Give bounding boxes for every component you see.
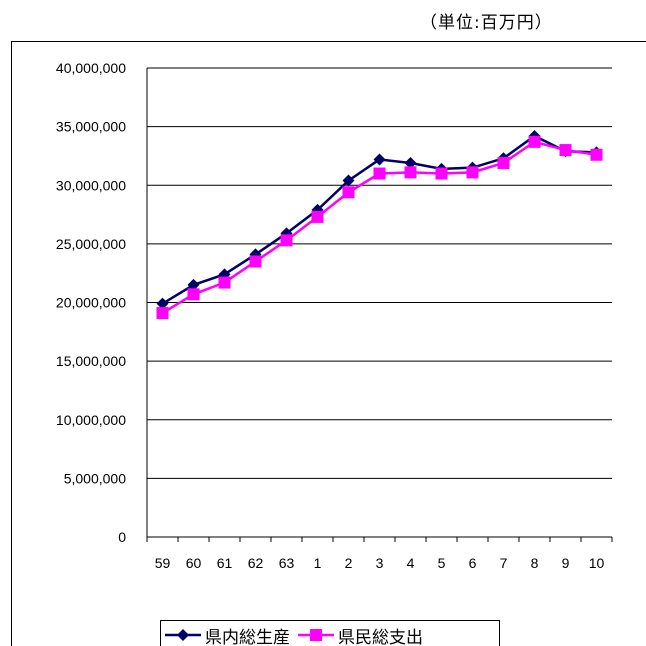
- unit-label: （単位:百万円）: [420, 13, 553, 33]
- series: [156, 130, 603, 320]
- x-tick-label: 5: [438, 555, 446, 571]
- y-tick-label: 25,000,000: [56, 236, 126, 252]
- data-point-series-1: [156, 297, 169, 310]
- data-point-series-2: [342, 186, 355, 199]
- y-tick-label: 0: [118, 529, 126, 545]
- data-point-series-1: [404, 156, 417, 169]
- x-tick-label: 1: [314, 555, 322, 571]
- data-point-series-2: [249, 255, 262, 268]
- x-tick-label: 2: [345, 555, 353, 571]
- x-tick-label: 10: [589, 555, 605, 571]
- x-tick-label: 8: [531, 555, 539, 571]
- x-tick-label: 63: [279, 555, 295, 571]
- y-tick-label: 20,000,000: [56, 295, 126, 311]
- data-point-series-2: [528, 135, 541, 148]
- y-tick-label: 15,000,000: [56, 353, 126, 369]
- chart-frame: [11, 41, 646, 646]
- x-tick-label: 3: [376, 555, 384, 571]
- x-tick-label: 6: [469, 555, 477, 571]
- y-tick-label: 40,000,000: [56, 60, 126, 76]
- x-tick-label: 59: [155, 555, 171, 571]
- data-point-series-2: [311, 210, 324, 223]
- data-point-series-2: [404, 166, 417, 179]
- data-point-series-2: [497, 156, 510, 169]
- x-tick-label: 61: [217, 555, 233, 571]
- legend-label-series-2: 県民総支出: [338, 627, 423, 646]
- diamond-marker-icon: [165, 629, 201, 641]
- y-tick-label: 10,000,000: [56, 412, 126, 428]
- y-tick-labels: 0 5,000,000 10,000,000 15,000,000 20,000,000…: [56, 60, 126, 545]
- y-tick-label: 30,000,000: [56, 177, 126, 193]
- data-point-series-2: [590, 148, 603, 161]
- data-point-series-2: [435, 167, 448, 180]
- data-point-series-2: [218, 276, 231, 289]
- legend-item-series-2: 県民総支出: [298, 623, 423, 646]
- x-tick-label: 60: [186, 555, 202, 571]
- data-point-series-2: [280, 234, 293, 247]
- data-point-series-1: [373, 153, 386, 166]
- axes: [146, 68, 613, 542]
- x-tick-label: 4: [407, 555, 415, 571]
- square-marker-icon: [298, 629, 334, 641]
- y-tick-label: 5,000,000: [64, 470, 126, 486]
- data-point-series-2: [156, 307, 169, 320]
- data-point-series-2: [559, 144, 572, 157]
- legend-label-series-1: 県内総生産: [205, 627, 290, 646]
- x-tick-labels: 59 60 61 62 63 1 2 3 4 5 6 7 8 9 10: [155, 555, 605, 571]
- data-point-series-2: [373, 167, 386, 180]
- y-tick-label: 35,000,000: [56, 119, 126, 135]
- legend-item-series-1: 県内総生産: [165, 623, 290, 646]
- data-point-series-1: [187, 278, 200, 291]
- data-point-series-2: [187, 288, 200, 301]
- x-tick-label: 9: [562, 555, 570, 571]
- x-tick-label: 7: [500, 555, 508, 571]
- x-tick-label: 62: [248, 555, 264, 571]
- gridlines: [147, 67, 612, 479]
- data-point-series-2: [466, 166, 479, 179]
- data-point-series-1: [342, 174, 355, 187]
- legend: 県内総生産 県民総支出: [160, 620, 500, 646]
